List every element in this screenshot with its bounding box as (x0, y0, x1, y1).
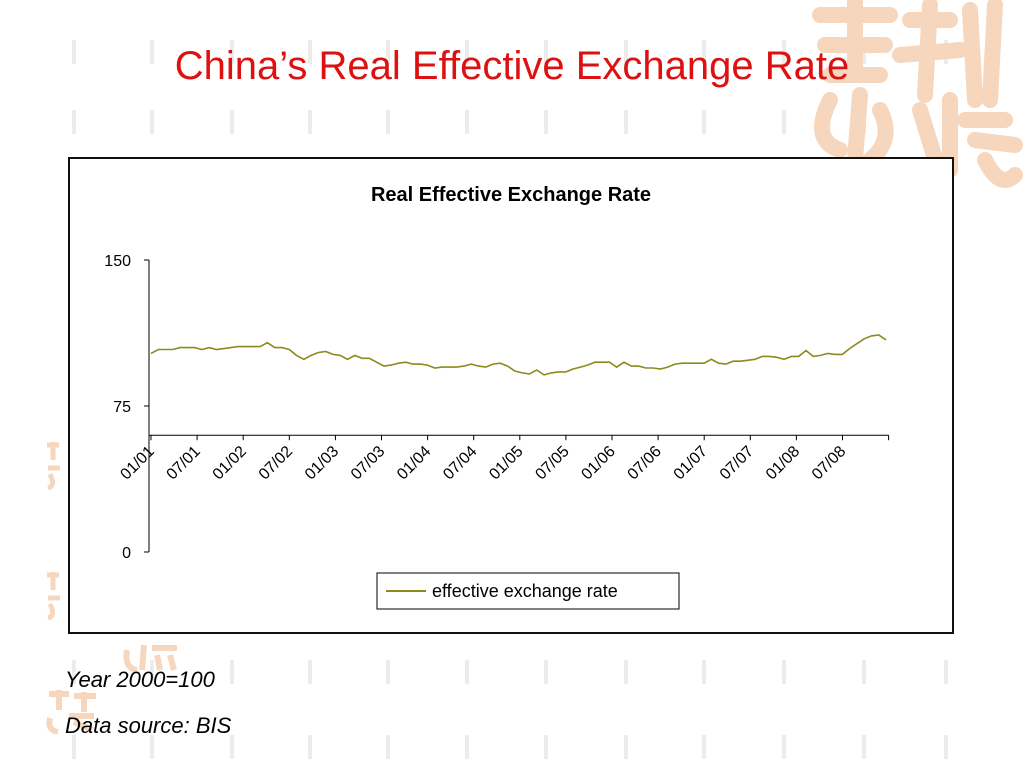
x-tick-label: 01/03 (302, 443, 342, 483)
background-dash (862, 660, 866, 684)
x-tick-label: 01/01 (117, 443, 157, 483)
background-dash (702, 40, 706, 64)
background-dash (544, 660, 548, 684)
x-tick-label: 07/01 (164, 443, 204, 483)
background-dash (72, 660, 76, 684)
x-tick-label: 07/03 (348, 443, 388, 483)
background-dash (782, 110, 786, 134)
x-tick-label: 01/08 (763, 443, 803, 483)
background-dash (782, 735, 786, 759)
y-tick-label: 150 (104, 253, 131, 270)
background-dash (308, 735, 312, 759)
background-dash (465, 660, 469, 684)
background-dash (150, 735, 154, 759)
background-dash (702, 110, 706, 134)
background-dash (624, 40, 628, 64)
background-dash (308, 110, 312, 134)
x-tick-label: 07/06 (625, 443, 665, 483)
x-tick-label: 07/04 (440, 443, 480, 483)
background-dash (150, 660, 154, 684)
background-dash (702, 735, 706, 759)
background-dash (624, 110, 628, 134)
background-dash (544, 40, 548, 64)
calligraphy-stamp (47, 572, 60, 620)
background-dash (465, 735, 469, 759)
x-tick-label: 07/05 (532, 443, 572, 483)
background-dash (230, 40, 234, 64)
background-dash (702, 660, 706, 684)
background-dash (624, 735, 628, 759)
background-dash (386, 660, 390, 684)
background-dash (544, 735, 548, 759)
background-dash (944, 660, 948, 684)
background-dash (230, 110, 234, 134)
x-tick-label: 01/06 (578, 443, 618, 483)
background-dash (72, 735, 76, 759)
y-tick-label: 75 (113, 399, 131, 416)
legend: effective exchange rate (376, 572, 680, 610)
background-dash (465, 40, 469, 64)
calligraphy-watermark-large (812, 0, 1023, 188)
background-dash (230, 735, 234, 759)
background-dash (862, 735, 866, 759)
background-dash (624, 660, 628, 684)
background-dash (230, 660, 234, 684)
calligraphy-stamp (47, 442, 60, 490)
background-dash (150, 40, 154, 64)
legend-box (376, 572, 680, 610)
legend-label: effective exchange rate (432, 581, 618, 601)
x-tick-label: 01/07 (671, 443, 711, 483)
background-dash (544, 110, 548, 134)
background-dash (465, 110, 469, 134)
x-tick-label: 01/04 (394, 443, 434, 483)
background-dash (386, 40, 390, 64)
slide-title: China’s Real Effective Exchange Rate (174, 44, 850, 88)
chart-frame: Real Effective Exchange Rate 150 75 0 01/01 0… (68, 157, 954, 634)
background-dash (782, 40, 786, 64)
x-tick-label: 07/02 (256, 443, 296, 483)
x-tick-label: 01/02 (210, 443, 250, 483)
background-dash (308, 40, 312, 64)
background-dash (782, 660, 786, 684)
calligraphy-stamp (46, 690, 96, 734)
x-tick-label: 07/07 (717, 443, 757, 483)
background-dash (386, 110, 390, 134)
x-tick-label: 01/05 (486, 443, 526, 483)
chart-title: Real Effective Exchange Rate (371, 184, 651, 206)
background-dash (72, 110, 76, 134)
calligraphy-stamp (123, 644, 177, 673)
x-tick-label: 07/08 (809, 443, 849, 483)
background-dash (150, 110, 154, 134)
series-line-effective-exchange-rate (150, 334, 887, 376)
background-dash (944, 735, 948, 759)
y-tick-label: 0 (122, 545, 131, 562)
background-dash (386, 735, 390, 759)
data-source-note: Data source: BIS (65, 713, 232, 738)
background-dash (308, 660, 312, 684)
base-year-note: Year 2000=100 (65, 667, 215, 692)
background-dash (72, 40, 76, 64)
